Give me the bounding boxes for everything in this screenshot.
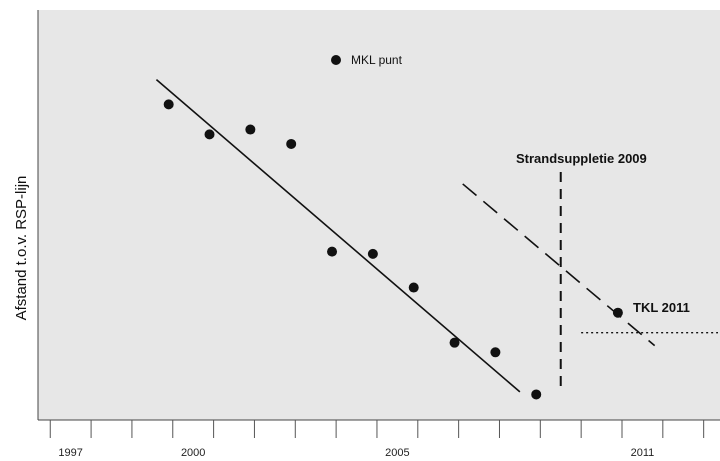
trend-line-solid [155,78,521,393]
data-point [286,138,297,149]
x-tick-label: 2005 [385,447,409,459]
x-tick-label: 2000 [181,447,205,459]
annotation-strandsuppletie-label: Strandsuppletie 2009 [516,151,647,166]
data-point [408,282,419,293]
data-point [531,389,542,400]
annotation-lines [559,172,718,392]
trend-line-dashed [462,183,656,347]
data-point [367,248,378,259]
data-points [163,99,623,400]
x-axis-tick-labels: 1997 2000 2005 2011 [58,447,654,459]
data-point [612,307,623,318]
plot-background [38,10,720,420]
x-axis-ticks [49,420,705,438]
x-tick-label: 2011 [631,447,655,459]
data-point [327,246,338,257]
y-axis-label: Afstand t.o.v. RSP-lijn [13,176,30,321]
data-point [204,129,215,140]
legend-label: MKL punt [351,53,403,67]
legend-marker [331,55,341,65]
data-point [449,337,460,348]
legend: MKL punt [331,53,403,67]
x-tick-label: 1997 [58,447,82,459]
trend-lines [155,78,656,393]
data-point [490,347,501,358]
data-point [163,99,174,110]
data-point [245,124,256,135]
annotation-tkl-label: TKL 2011 [633,300,690,315]
